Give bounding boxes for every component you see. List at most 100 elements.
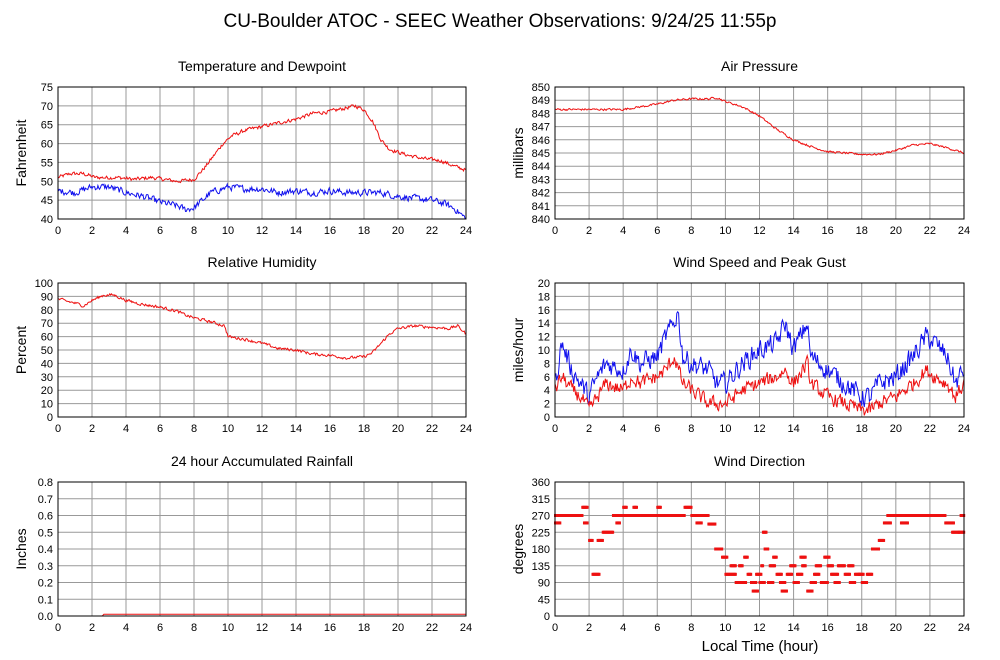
y-tick-label: 180 (532, 544, 550, 556)
x-tick-label: 10 (719, 225, 731, 237)
x-tick-label: 10 (719, 622, 731, 634)
plot-frame (57, 481, 467, 617)
y-tick-label: 70 (41, 101, 53, 113)
direction-point (700, 521, 703, 525)
y-tick-label: 0.8 (38, 477, 53, 489)
x-tick-label: 18 (358, 225, 370, 237)
direction-point (586, 521, 589, 525)
direction-point (831, 564, 834, 568)
y-tick-label: 842 (532, 188, 550, 200)
series-line-red (57, 292, 467, 360)
direction-point (848, 572, 852, 576)
x-tick-label: 14 (787, 225, 799, 237)
chart-title: Temperature and Dewpoint (178, 58, 346, 74)
chart-title: 24 hour Accumulated Rainfall (171, 453, 353, 469)
x-tick-label: 18 (358, 622, 370, 634)
plot-frame (57, 282, 467, 418)
x-tick-label: 2 (586, 225, 592, 237)
chart-title: Relative Humidity (208, 254, 317, 270)
direction-point (761, 564, 765, 568)
y-tick-label: 0.2 (38, 578, 53, 590)
plot-frame (554, 86, 965, 220)
y-tick-label: 50 (41, 176, 53, 188)
y-tick-label: 20 (538, 278, 550, 290)
direction-point (714, 522, 717, 526)
y-tick-label: 10 (41, 399, 53, 411)
x-tick-label: 20 (392, 622, 404, 634)
x-tick-label: 20 (890, 423, 902, 435)
direction-point (611, 530, 615, 534)
x-tick-label: 24 (958, 423, 970, 435)
x-tick-label: 12 (256, 622, 268, 634)
y-axis-label: millibars (510, 127, 526, 178)
y-tick-label: 841 (532, 201, 550, 213)
direction-point (586, 505, 589, 509)
chart-title: Wind Speed and Peak Gust (673, 254, 846, 270)
x-tick-label: 22 (924, 423, 936, 435)
y-tick-label: 100 (35, 278, 53, 290)
y-tick-label: 840 (532, 214, 550, 226)
plot-frame (554, 282, 965, 418)
direction-point (773, 564, 777, 568)
y-tick-label: 0 (544, 611, 550, 623)
x-tick-label: 0 (552, 622, 558, 634)
direction-point (635, 505, 638, 509)
x-tick-label: 2 (89, 225, 95, 237)
y-tick-label: 20 (41, 385, 53, 397)
x-tick-label: 24 (958, 225, 970, 237)
x-tick-label: 0 (552, 225, 558, 237)
x-tick-label: 6 (157, 622, 163, 634)
direction-point (760, 572, 763, 576)
series-line-blue (554, 310, 965, 408)
y-tick-label: 845 (532, 148, 550, 160)
x-tick-label: 6 (157, 423, 163, 435)
x-tick-label: 14 (290, 423, 302, 435)
x-tick-label: 2 (586, 622, 592, 634)
x-tick-label: 0 (55, 225, 61, 237)
direction-point (741, 564, 744, 568)
x-tick-label: 18 (856, 622, 868, 634)
x-tick-label: 8 (688, 225, 694, 237)
y-tick-label: 4 (544, 385, 550, 397)
direction-point (734, 564, 737, 568)
x-tick-label: 2 (89, 622, 95, 634)
x-tick-label: 22 (426, 225, 438, 237)
y-tick-label: 2 (544, 399, 550, 411)
y-axis-label: Inches (13, 528, 29, 569)
x-tick-label: 8 (688, 423, 694, 435)
x-tick-label: 8 (688, 622, 694, 634)
direction-point (559, 521, 562, 525)
y-tick-label: 270 (532, 511, 550, 523)
direction-point (870, 572, 874, 576)
series-line-red (57, 104, 467, 184)
direction-point (797, 581, 800, 584)
x-tick-label: 12 (256, 225, 268, 237)
y-tick-label: 849 (532, 95, 550, 107)
x-tick-label: 4 (620, 225, 626, 237)
y-tick-label: 12 (538, 332, 550, 344)
common-x-axis-label: Local Time (hour) (702, 638, 819, 655)
direction-point (780, 572, 783, 576)
y-tick-label: 850 (532, 82, 550, 94)
direction-point (726, 555, 729, 559)
direction-point (906, 521, 909, 525)
x-tick-label: 22 (426, 423, 438, 435)
y-tick-label: 60 (41, 139, 53, 151)
direction-point (952, 521, 955, 525)
y-tick-label: 0 (544, 412, 550, 424)
direction-point (944, 514, 947, 517)
x-tick-label: 6 (654, 622, 660, 634)
x-tick-label: 16 (324, 423, 336, 435)
x-tick-label: 16 (822, 423, 834, 435)
direction-point (756, 589, 759, 593)
direction-point (601, 538, 604, 542)
y-tick-label: 30 (41, 372, 53, 384)
y-axis-label: degrees (510, 524, 526, 575)
direction-point (746, 555, 749, 559)
y-tick-label: 40 (41, 214, 53, 226)
x-tick-label: 22 (924, 225, 936, 237)
y-tick-label: 0.5 (38, 527, 53, 539)
y-tick-label: 45 (41, 195, 53, 207)
direction-point (772, 581, 775, 584)
